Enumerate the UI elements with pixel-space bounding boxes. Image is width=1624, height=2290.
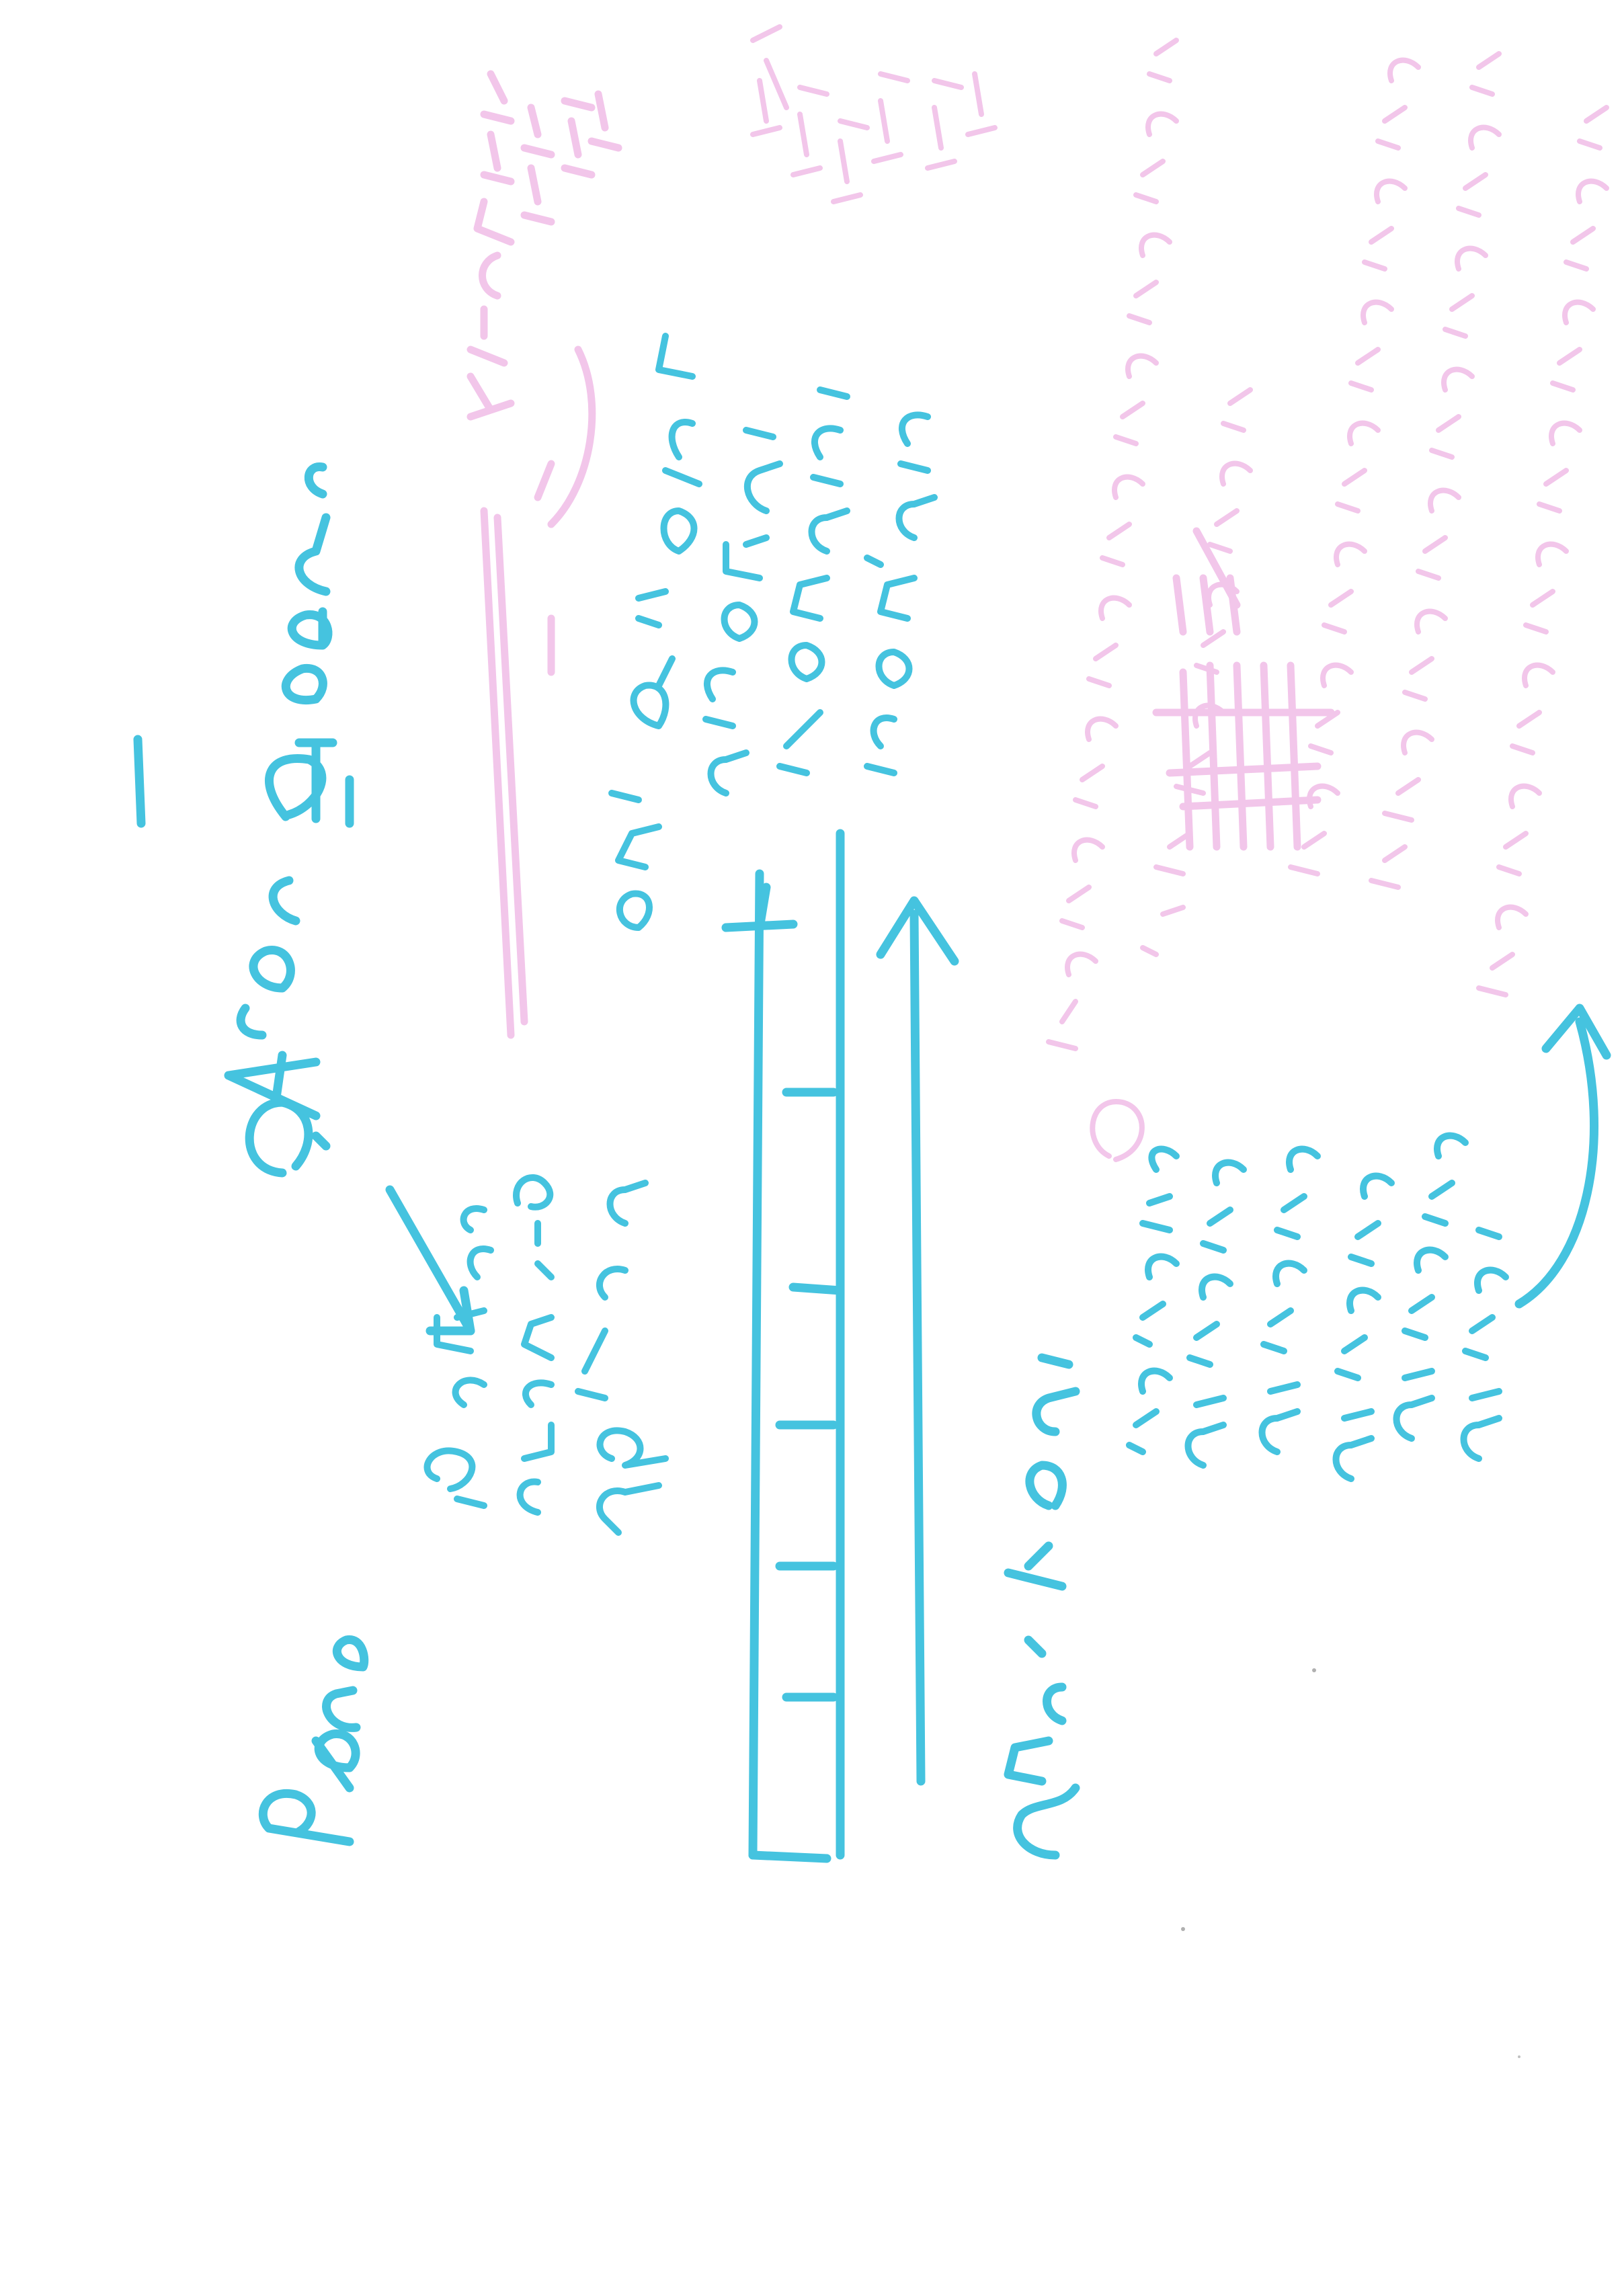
handwritten-line-7 bbox=[864, 411, 938, 776]
arrow-down-left bbox=[385, 1185, 475, 1336]
handwritten-line-4 bbox=[608, 333, 702, 931]
handwritten-heading-left bbox=[224, 876, 331, 1178]
handwritten-line-5 bbox=[702, 427, 783, 796]
faded-heading-right bbox=[466, 70, 622, 421]
handwritten-heading-right bbox=[265, 462, 354, 828]
handwritten-cluster-lower bbox=[1126, 1132, 1509, 1482]
faded-crossed-out bbox=[1152, 527, 1335, 851]
curved-arrow bbox=[1514, 1004, 1611, 1309]
handwritten-word-bottom bbox=[1004, 1353, 1080, 1860]
handwritten-line-2 bbox=[513, 1174, 555, 1516]
long-arrow-up bbox=[876, 896, 959, 1786]
faded-line-5 bbox=[1476, 105, 1609, 997]
faded-line-1 bbox=[1046, 38, 1179, 1051]
ladder-drawing bbox=[721, 829, 845, 1863]
faded-column-right bbox=[750, 24, 998, 204]
stray-marks bbox=[1181, 1668, 1520, 2058]
faded-line-4 bbox=[1369, 51, 1502, 890]
faded-underline-top bbox=[480, 507, 528, 1039]
faded-oval bbox=[1090, 1099, 1145, 1162]
faded-connector bbox=[534, 345, 596, 676]
handwritten-line-6 bbox=[776, 386, 850, 776]
handwritten-line-3 bbox=[575, 1180, 669, 1536]
margin-dash bbox=[133, 735, 146, 828]
faded-line-3 bbox=[1288, 57, 1421, 876]
handwritten-line-1 bbox=[423, 1205, 494, 1509]
handwritten-heading-middle bbox=[258, 1635, 369, 1846]
